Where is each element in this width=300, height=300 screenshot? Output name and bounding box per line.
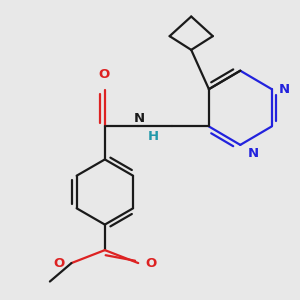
Text: O: O	[145, 257, 157, 270]
Text: N: N	[279, 82, 290, 96]
Text: H: H	[148, 130, 159, 143]
Text: O: O	[53, 257, 64, 270]
Text: N: N	[134, 112, 145, 125]
Text: O: O	[98, 68, 110, 81]
Text: N: N	[248, 147, 259, 160]
